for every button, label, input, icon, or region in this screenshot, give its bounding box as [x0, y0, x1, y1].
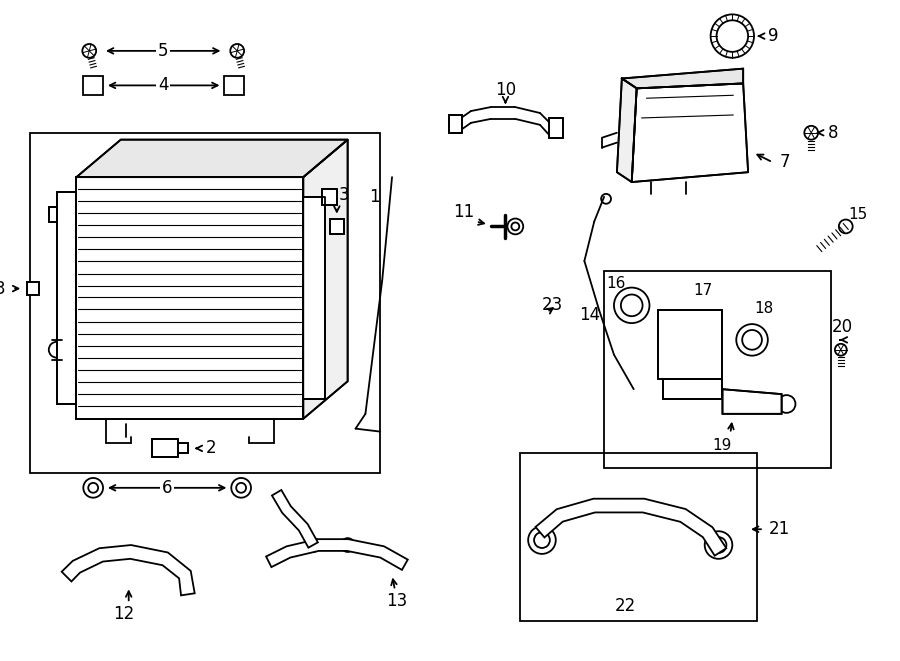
Bar [604, 271, 831, 468]
Circle shape [670, 323, 713, 366]
Text: 5: 5 [158, 42, 168, 60]
Circle shape [508, 219, 523, 235]
Circle shape [230, 81, 239, 91]
Text: 4: 4 [158, 77, 168, 95]
Circle shape [534, 532, 550, 548]
Circle shape [621, 295, 643, 316]
Polygon shape [27, 282, 39, 295]
Text: 14: 14 [579, 306, 600, 324]
Text: 22: 22 [616, 597, 636, 615]
Polygon shape [272, 490, 318, 548]
Text: 12: 12 [113, 605, 134, 623]
Circle shape [736, 324, 768, 356]
Polygon shape [49, 207, 57, 221]
Polygon shape [178, 444, 188, 453]
Circle shape [716, 20, 748, 52]
Polygon shape [303, 139, 347, 419]
Circle shape [84, 478, 103, 498]
Polygon shape [76, 139, 347, 177]
Polygon shape [536, 498, 726, 556]
Polygon shape [658, 310, 723, 379]
Text: 20: 20 [832, 318, 853, 336]
Polygon shape [616, 79, 636, 182]
Text: 17: 17 [693, 283, 713, 298]
Text: 13: 13 [386, 592, 408, 610]
Circle shape [231, 478, 251, 498]
Circle shape [835, 344, 847, 356]
Circle shape [528, 526, 556, 554]
Circle shape [677, 331, 705, 359]
Text: 8: 8 [828, 124, 838, 141]
Text: 9: 9 [769, 27, 779, 45]
Circle shape [236, 483, 246, 492]
Circle shape [805, 126, 818, 139]
Text: 15: 15 [848, 207, 868, 222]
Polygon shape [266, 539, 408, 570]
Text: 10: 10 [495, 81, 516, 99]
Circle shape [82, 44, 96, 58]
Circle shape [511, 223, 519, 231]
Polygon shape [663, 379, 723, 399]
Circle shape [662, 123, 691, 153]
Text: 5: 5 [158, 42, 168, 60]
Text: 3: 3 [338, 186, 349, 204]
Text: 21: 21 [769, 520, 790, 538]
Polygon shape [622, 69, 743, 89]
Circle shape [88, 81, 98, 91]
Text: 6: 6 [162, 479, 173, 497]
Text: 19: 19 [713, 438, 732, 453]
Circle shape [705, 531, 733, 559]
Polygon shape [549, 118, 562, 137]
Polygon shape [632, 83, 748, 182]
Text: 18: 18 [754, 301, 773, 316]
Polygon shape [62, 545, 194, 596]
Polygon shape [152, 440, 178, 457]
Circle shape [839, 219, 852, 233]
Polygon shape [330, 219, 344, 235]
Polygon shape [723, 389, 781, 414]
Polygon shape [303, 197, 325, 399]
Polygon shape [76, 177, 303, 419]
Circle shape [230, 44, 244, 58]
Circle shape [306, 538, 320, 552]
Bar [520, 453, 757, 621]
Bar [224, 75, 244, 95]
Circle shape [667, 129, 685, 147]
Text: 23: 23 [542, 296, 563, 315]
Text: 16: 16 [607, 276, 625, 291]
Circle shape [711, 15, 754, 58]
Polygon shape [57, 192, 76, 404]
Circle shape [711, 537, 726, 553]
Polygon shape [449, 115, 462, 133]
Circle shape [49, 342, 65, 358]
Text: 11: 11 [454, 203, 474, 221]
Circle shape [88, 483, 98, 492]
Text: 7: 7 [779, 153, 790, 171]
Text: 3: 3 [0, 280, 5, 297]
Circle shape [601, 194, 611, 204]
Circle shape [341, 538, 355, 552]
Text: 2: 2 [206, 440, 217, 457]
Polygon shape [322, 189, 337, 205]
Circle shape [614, 288, 650, 323]
Circle shape [742, 330, 762, 350]
Circle shape [778, 395, 796, 413]
Bar [30, 133, 380, 473]
Text: 1: 1 [369, 188, 380, 206]
Bar [84, 75, 103, 95]
